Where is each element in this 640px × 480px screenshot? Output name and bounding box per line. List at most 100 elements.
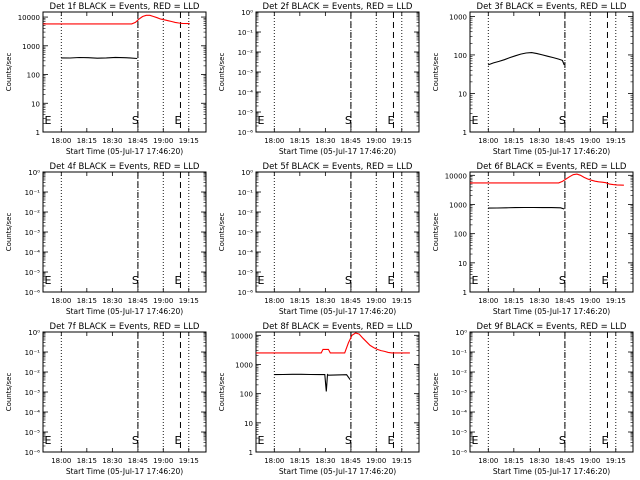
y-tick-label: 100 [27,72,40,80]
x-tick-label: 19:15 [179,457,199,465]
panel-det-5: Det 5f BLACK = Events, RED = LLD Counts/s… [218,162,420,316]
interval-marker-label: S [559,114,566,127]
series-line-lld [43,14,190,25]
x-tick-label: 19:00 [580,457,600,465]
panel-det-8: Det 8f BLACK = Events, RED = LLD Counts/s… [218,322,420,476]
interval-marker-label: S [559,274,566,287]
y-tick-label: 10⁻² [452,369,468,377]
interval-marker-label: E [45,274,52,287]
x-tick-label: 18:00 [51,137,71,145]
x-tick-label: 18:30 [102,297,122,305]
y-tick-label: 10 [244,420,253,428]
interval-marker-label: S [345,274,352,287]
x-tick-label: 19:00 [580,137,600,145]
x-tick-label: 18:00 [478,137,498,145]
interval-marker-label: E [472,114,479,127]
y-axis-label: Counts/sec [432,373,440,412]
x-tick-label: 18:45 [128,137,148,145]
y-axis-label: Counts/sec [432,53,440,92]
y-tick-label: 10 [458,90,467,98]
panel-det-3: Det 3f BLACK = Events, RED = LLD Counts/s… [432,2,634,156]
y-axis-label: Counts/sec [218,373,226,412]
y-tick-label: 10⁰ [241,169,253,177]
y-axis-label: Counts/sec [5,53,13,92]
y-tick-label: 1 [36,129,40,137]
x-axis-label: Start Time (05-Jul-17 17:46:20) [279,147,396,156]
y-tick-label: 10 [458,260,467,268]
y-tick-label: 10⁻⁵ [238,269,254,277]
x-tick-label: 19:15 [179,297,199,305]
interval-marker-label: E [472,434,479,447]
chart-title: Det 1f BLACK = Events, RED = LLD [50,2,200,12]
x-tick-label: 18:30 [529,137,549,145]
y-tick-label: 10⁻³ [238,69,254,77]
x-tick-label: 18:00 [51,457,71,465]
y-tick-label: 10⁻⁵ [25,429,41,437]
x-tick-label: 19:15 [392,457,412,465]
x-tick-label: 19:00 [153,297,173,305]
x-axis-label: Start Time (05-Jul-17 17:46:20) [279,467,396,476]
panel-det-9: Det 9f BLACK = Events, RED = LLD Counts/s… [432,322,634,476]
x-tick-label: 19:15 [392,297,412,305]
y-tick-label: 10⁰ [28,169,40,177]
y-tick-label: 10⁻¹ [25,189,41,197]
chart-title: Det 9f BLACK = Events, RED = LLD [477,322,627,332]
x-tick-label: 18:30 [529,297,549,305]
y-tick-label: 10⁻³ [452,389,468,397]
x-tick-label: 19:15 [392,137,412,145]
interval-marker-label: E [258,114,265,127]
interval-marker-label: E [472,274,479,287]
y-tick-label: 10⁻¹ [238,189,254,197]
x-tick-label: 19:00 [366,457,386,465]
interval-marker-label: E [45,114,52,127]
y-tick-label: 10⁰ [28,329,40,337]
x-axis-label: Start Time (05-Jul-17 17:46:20) [493,307,610,316]
y-tick-label: 10000 [18,14,40,22]
plot-frame [255,331,420,453]
y-tick-label: 10000 [445,172,467,180]
y-tick-label: 10⁻⁵ [25,269,41,277]
x-tick-label: 18:00 [478,457,498,465]
y-tick-label: 10⁰ [241,9,253,17]
interval-marker-label: E [174,434,181,447]
series-line-events [487,52,565,66]
x-tick-label: 18:15 [290,137,310,145]
y-tick-label: 100 [454,52,467,60]
plot-frame [255,11,420,133]
series-line-lld [256,332,410,354]
y-tick-label: 10⁻³ [25,229,41,237]
y-tick-label: 10⁻⁴ [25,249,41,257]
series-line-lld [470,173,624,186]
x-tick-label: 18:45 [555,137,575,145]
plot-frame [42,171,207,293]
y-tick-label: 10⁻⁶ [25,449,41,457]
y-tick-label: 10⁻⁴ [452,409,468,417]
y-axis-label: Counts/sec [218,53,226,92]
plot-frame [255,171,420,293]
panel-det-2: Det 2f BLACK = Events, RED = LLD Counts/s… [218,2,420,156]
chart-title: Det 5f BLACK = Events, RED = LLD [263,162,413,172]
y-tick-label: 1 [463,289,467,297]
x-tick-label: 18:45 [128,297,148,305]
panel-det-4: Det 4f BLACK = Events, RED = LLD Counts/s… [5,162,207,316]
interval-marker-label: S [132,274,139,287]
y-tick-label: 10⁻³ [238,229,254,237]
y-tick-label: 10⁻² [238,209,254,217]
x-axis-label: Start Time (05-Jul-17 17:46:20) [493,147,610,156]
x-tick-label: 19:00 [366,297,386,305]
interval-marker-label: E [387,114,394,127]
x-tick-label: 18:15 [290,457,310,465]
interval-marker-label: E [387,434,394,447]
y-tick-label: 10⁰ [455,329,467,337]
interval-marker-label: E [258,274,265,287]
x-tick-label: 18:15 [77,297,97,305]
x-axis-label: Start Time (05-Jul-17 17:46:20) [66,467,183,476]
y-tick-label: 100 [240,391,253,399]
y-tick-label: 10 [31,100,40,108]
interval-marker-label: S [345,114,352,127]
x-tick-label: 19:15 [606,297,626,305]
interval-marker-label: S [345,434,352,447]
x-tick-label: 18:45 [341,137,361,145]
x-tick-label: 18:15 [504,457,524,465]
